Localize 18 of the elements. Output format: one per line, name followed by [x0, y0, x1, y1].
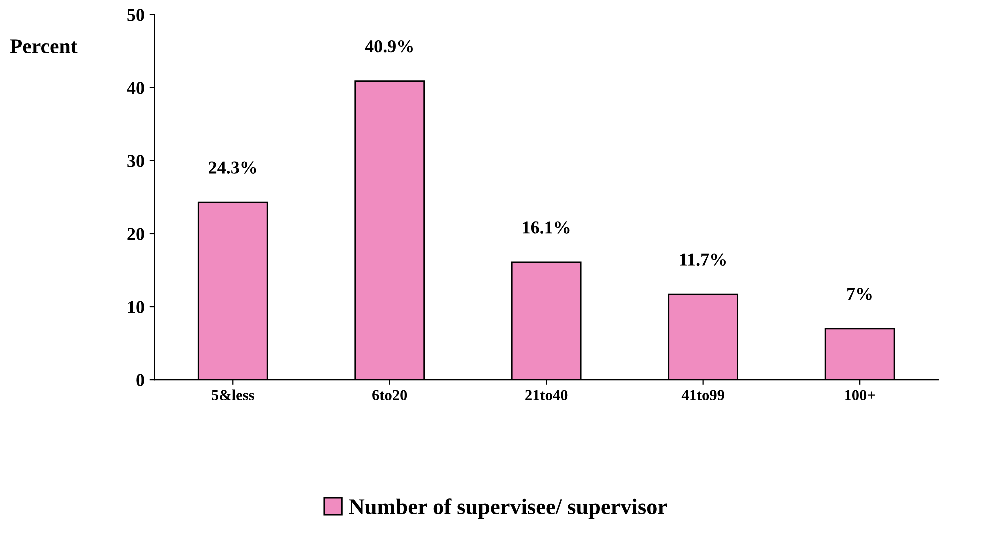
- y-tick-label: 40: [127, 82, 144, 94]
- x-tick-label: 100+: [845, 390, 876, 401]
- x-tick-label: 6to20: [372, 390, 408, 401]
- data-label: 16.1%: [523, 222, 570, 234]
- data-label: 7%: [848, 288, 872, 300]
- x-tick-label: 5&less: [212, 390, 254, 401]
- y-tick-label: 30: [128, 155, 144, 168]
- x-tick-label: 21to40: [526, 390, 568, 401]
- data-label: 24.3%: [209, 162, 256, 174]
- y-axis-title: Percent: [10, 40, 78, 54]
- y-tick-label: 10: [128, 301, 144, 314]
- x-tick-label: 41to99: [682, 390, 724, 401]
- y-tick-label: 50: [128, 9, 144, 22]
- y-tick-label: 0: [136, 374, 144, 386]
- y-tick-label: 20: [128, 228, 144, 240]
- legend-label: Number of supervisee/ supervisor: [349, 498, 668, 519]
- data-label: 11.7%: [680, 254, 726, 266]
- data-label: 40.9%: [365, 40, 413, 53]
